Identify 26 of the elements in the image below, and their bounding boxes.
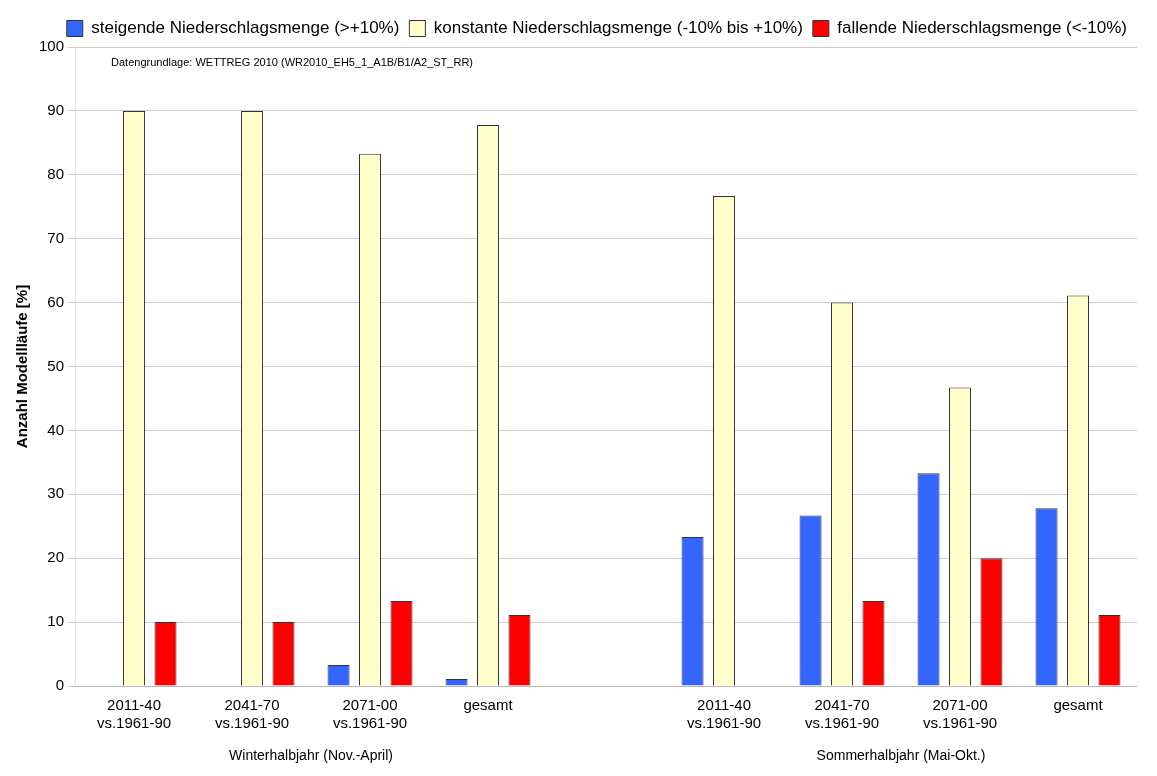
y-tick-label: 0 [55, 676, 65, 694]
x-tick-label: gesamt [463, 696, 514, 714]
y-tick-label: 30 [47, 484, 65, 502]
y-tick-label: 80 [47, 164, 65, 182]
legend-label: fallende Niederschlagsmenge (<-10%) [837, 18, 1128, 38]
y-tick-label: 60 [47, 292, 65, 310]
y-tick-label: 50 [47, 356, 65, 374]
annotation: Datengrundlage: WETTREG 2010 (WR2010_EH5_1_A1B/B1/A2_ST_RR) [111, 56, 473, 69]
y-axis-title: Anzahl Modellläufe [%] [13, 284, 31, 449]
x-tick-label: 2071-00 vs.1961-90 [332, 696, 408, 732]
x-tick-label: 2011-40 vs.1961-90 [686, 696, 762, 732]
y-tick-label: 10 [47, 612, 65, 630]
y-tick-label: 100 [39, 37, 65, 55]
x-tick-label: 2041-70 vs.1961-90 [214, 696, 290, 732]
y-tick-label: 20 [47, 548, 65, 566]
y-tick-label: 90 [47, 101, 65, 119]
y-tick-label: 40 [47, 420, 65, 438]
x-tick-label: 2011-40 vs.1961-90 [96, 696, 172, 732]
x-tick-label: gesamt [1053, 696, 1104, 714]
legend-label: konstante Niederschlagsmenge (-10% bis +10%) [433, 18, 803, 38]
x-tick-label: 2041-70 vs.1961-90 [804, 696, 880, 732]
text: Winterhalbjahr (Nov.-April) [229, 746, 393, 763]
x-tick-label: 2071-00 vs.1961-90 [922, 696, 998, 732]
y-tick-label: 70 [47, 228, 65, 246]
text: Sommerhalbjahr (Mai-Okt.) [816, 746, 986, 763]
legend-label: steigende Niederschlagsmenge (>+10%) [91, 18, 400, 38]
